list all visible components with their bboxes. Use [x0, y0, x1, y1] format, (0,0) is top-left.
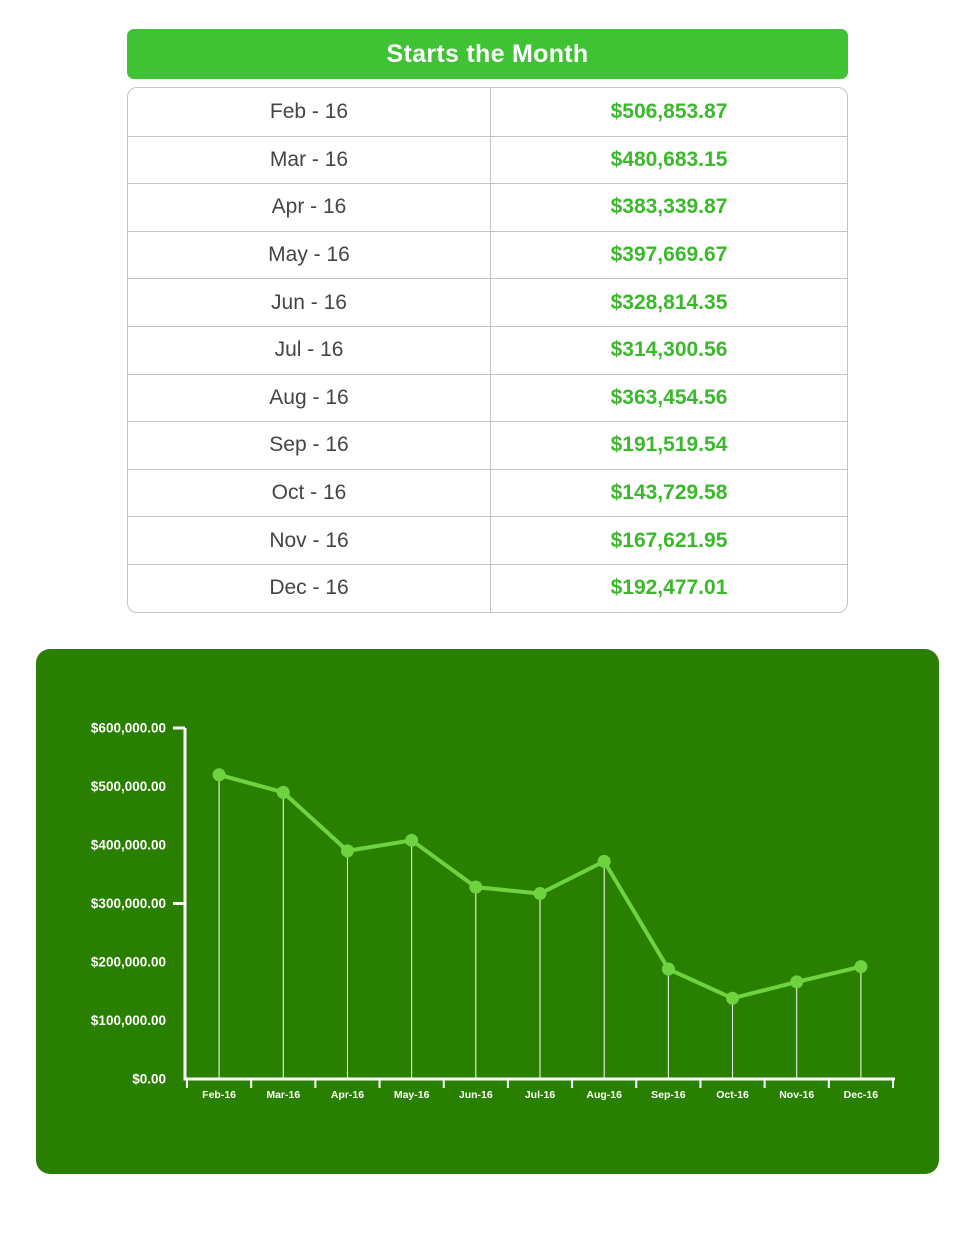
y-tick-label: $400,000.00 [91, 838, 166, 853]
month-cell: Jul - 16 [128, 326, 491, 374]
value-cell: $314,300.56 [610, 338, 728, 362]
value-cell: $506,853.87 [610, 99, 728, 123]
value-cell: $191,519.54 [610, 433, 728, 457]
data-point [597, 854, 611, 868]
line-chart: $0.00 $100,000.00 $200,000.00 $300,000.00 $4… [91, 721, 895, 1101]
chart-panel: $0.00 $100,000.00 $200,000.00 $300,000.00 $4… [36, 649, 939, 1174]
data-point [212, 768, 226, 782]
data-point [469, 880, 483, 894]
x-tick-label: Apr-16 [331, 1089, 364, 1101]
value-cell: $397,669.67 [610, 243, 728, 267]
table-row: Aug - 16 $363,454.56 [128, 373, 847, 422]
month-cell: May - 16 [128, 231, 491, 279]
y-tick-label: $600,000.00 [91, 721, 166, 736]
table-row: Feb - 16 $506,853.87 [128, 88, 847, 136]
table-title: Starts the Month [127, 29, 848, 79]
x-tick-label: Nov-16 [779, 1089, 814, 1101]
data-point [661, 962, 675, 976]
value-cell: $167,621.95 [610, 528, 728, 552]
table-row: Mar - 16 $480,683.15 [128, 135, 847, 184]
x-tick-label: Jul-16 [525, 1089, 556, 1101]
data-point [790, 975, 804, 989]
x-tick-label: Oct-16 [716, 1089, 749, 1101]
month-cell: Sep - 16 [128, 422, 491, 469]
x-tick-label: Jun-16 [459, 1089, 493, 1101]
month-cell: Apr - 16 [128, 184, 491, 231]
table-row: Jun - 16 $328,814.35 [128, 278, 847, 326]
data-point [405, 833, 419, 847]
data-point [340, 844, 354, 858]
x-tick-label: May-16 [394, 1089, 430, 1101]
table-row: Oct - 16 $143,729.58 [128, 468, 847, 517]
value-cell: $143,729.58 [610, 481, 728, 505]
data-point [726, 991, 740, 1005]
value-cell: $480,683.15 [610, 147, 728, 171]
x-tick-label: Dec-16 [844, 1089, 879, 1101]
value-cell: $192,477.01 [610, 576, 728, 600]
y-tick-label: $300,000.00 [91, 896, 166, 911]
month-cell: Aug - 16 [128, 374, 491, 422]
data-point [854, 960, 868, 974]
x-tick-label: Sep-16 [651, 1089, 686, 1101]
table-row: Nov - 16 $167,621.95 [128, 516, 847, 564]
month-cell: Nov - 16 [128, 517, 491, 564]
month-cell: Oct - 16 [128, 469, 491, 517]
table-row: Sep - 16 $191,519.54 [128, 421, 847, 469]
y-tick-label: $0.00 [132, 1072, 166, 1087]
y-tick-label: $500,000.00 [91, 779, 166, 794]
data-point [533, 887, 547, 901]
month-cell: Jun - 16 [128, 279, 491, 326]
x-tick-label: Aug-16 [586, 1089, 622, 1101]
x-tick-label: Feb-16 [202, 1089, 236, 1101]
data-point [276, 785, 290, 799]
value-cell: $328,814.35 [610, 290, 728, 314]
month-cell: Dec - 16 [128, 564, 491, 612]
x-tick-label: Mar-16 [266, 1089, 300, 1101]
monthly-values-table: Feb - 16 $506,853.87 Mar - 16 $480,683.15 Ap… [127, 87, 848, 613]
table-row: May - 16 $397,669.67 [128, 230, 847, 279]
y-tick-label: $200,000.00 [91, 955, 166, 970]
value-cell: $363,454.56 [610, 385, 728, 409]
table-row: Dec - 16 $192,477.01 [128, 563, 847, 612]
table-row: Apr - 16 $383,339.87 [128, 183, 847, 231]
table-row: Jul - 16 $314,300.56 [128, 325, 847, 374]
month-cell: Mar - 16 [128, 136, 491, 184]
value-cell: $383,339.87 [610, 195, 728, 219]
month-cell: Feb - 16 [128, 88, 491, 136]
y-tick-label: $100,000.00 [91, 1013, 166, 1028]
